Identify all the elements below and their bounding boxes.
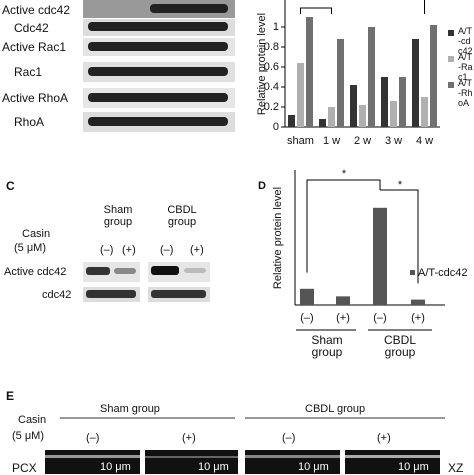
x-tick-label: 2 w bbox=[354, 135, 371, 147]
significance-mark: * bbox=[342, 168, 347, 180]
row-label: PCX bbox=[12, 461, 37, 475]
y-tick-label: 0.8 bbox=[264, 41, 279, 53]
bar bbox=[306, 17, 313, 127]
blot-label: cdc42 bbox=[42, 289, 72, 301]
significance-bracket bbox=[300, 7, 332, 14]
x-tick-label: 3 w bbox=[385, 135, 402, 147]
x-tick-label: 4 w bbox=[416, 135, 433, 147]
view-label: XZ bbox=[448, 461, 464, 475]
group-label: Sham group bbox=[311, 333, 343, 359]
group-label: Sham group bbox=[100, 403, 160, 415]
scale-bar-label: 10 μm bbox=[198, 461, 229, 473]
bar bbox=[328, 107, 335, 127]
panel-letter: D bbox=[258, 180, 266, 192]
sign: (–) bbox=[86, 432, 100, 444]
x-tick-label: 1 w bbox=[323, 135, 340, 147]
sign: (–) bbox=[160, 244, 174, 256]
blot-label: Active RhoA bbox=[2, 91, 69, 105]
sign: (+) bbox=[190, 244, 204, 256]
blot-label: Active cdc42 bbox=[4, 266, 67, 278]
bar bbox=[297, 63, 304, 127]
x-tick-label: sham bbox=[287, 135, 314, 147]
bar bbox=[350, 85, 357, 127]
bar bbox=[337, 39, 344, 127]
bar bbox=[359, 105, 366, 127]
blot-label: Rac1 bbox=[14, 65, 43, 79]
sign: (+) bbox=[122, 244, 136, 256]
dose: (5 μM) bbox=[12, 430, 45, 442]
x-tick-label: (+) bbox=[336, 312, 350, 324]
scale-bar-label: 10 μm bbox=[298, 461, 329, 473]
bar bbox=[412, 39, 419, 127]
scale-bar-label: 10 μm bbox=[398, 461, 429, 473]
y-tick-label: 0.2 bbox=[264, 101, 279, 113]
bar bbox=[381, 77, 388, 127]
bar bbox=[373, 207, 387, 305]
y-tick-label: 0.6 bbox=[264, 61, 279, 73]
bar bbox=[390, 101, 397, 127]
group-label: CBDL group bbox=[167, 204, 197, 228]
bar bbox=[300, 288, 314, 305]
bar bbox=[421, 97, 428, 127]
panel-letter: C bbox=[6, 179, 15, 193]
legend-swatch bbox=[448, 56, 454, 62]
sign: (–) bbox=[282, 432, 296, 444]
bar bbox=[411, 299, 425, 305]
treatment: Casin bbox=[18, 414, 47, 426]
panel-letter: E bbox=[6, 389, 15, 403]
treatment: Casin bbox=[22, 228, 51, 240]
blot-label: Active cdc42 bbox=[2, 3, 71, 17]
legend-label: A/T-cdc42 bbox=[418, 267, 468, 279]
y-axis-label: Relative protein level bbox=[272, 187, 284, 289]
blot-label: Cdc42 bbox=[14, 21, 49, 35]
bar bbox=[336, 296, 350, 305]
x-tick-label: (+) bbox=[411, 312, 425, 324]
legend-label: A/T-Rac1 bbox=[458, 52, 473, 82]
significance-bracket bbox=[380, 189, 419, 284]
bar bbox=[319, 119, 326, 127]
blot-c bbox=[83, 262, 210, 302]
group-label: CBDL group bbox=[383, 333, 416, 359]
group-label: Sham group bbox=[103, 204, 133, 228]
blot-label: Active Rac1 bbox=[2, 40, 67, 54]
y-tick-label: 1 bbox=[273, 21, 279, 33]
sign: (+) bbox=[182, 432, 196, 444]
group-label: CBDL group bbox=[305, 403, 366, 415]
x-tick-label: (–) bbox=[373, 312, 386, 324]
x-tick-label: (–) bbox=[300, 312, 313, 324]
bar bbox=[288, 115, 295, 127]
bar bbox=[430, 25, 437, 127]
images-e bbox=[45, 417, 445, 474]
dose: (5 μM) bbox=[14, 242, 47, 254]
legend-label: A/T-RhoA bbox=[458, 78, 473, 108]
sign: (+) bbox=[377, 432, 391, 444]
scale-bar-label: 10 μm bbox=[100, 461, 131, 473]
bar bbox=[399, 77, 406, 127]
sign: (–) bbox=[100, 244, 114, 256]
legend-label: A/T-cdc42 bbox=[458, 26, 473, 56]
blot-label: RhoA bbox=[14, 115, 45, 129]
significance-mark: * bbox=[398, 179, 403, 191]
legend-swatch bbox=[448, 82, 454, 88]
bar bbox=[368, 27, 375, 127]
legend-swatch bbox=[410, 270, 415, 275]
legend-swatch bbox=[448, 30, 454, 36]
blot-a bbox=[83, 0, 235, 132]
y-tick-label: 0 bbox=[273, 121, 279, 133]
y-axis-label: Relative protein level bbox=[256, 13, 268, 115]
significance-bracket bbox=[306, 179, 381, 273]
y-tick-label: 0.4 bbox=[264, 81, 279, 93]
